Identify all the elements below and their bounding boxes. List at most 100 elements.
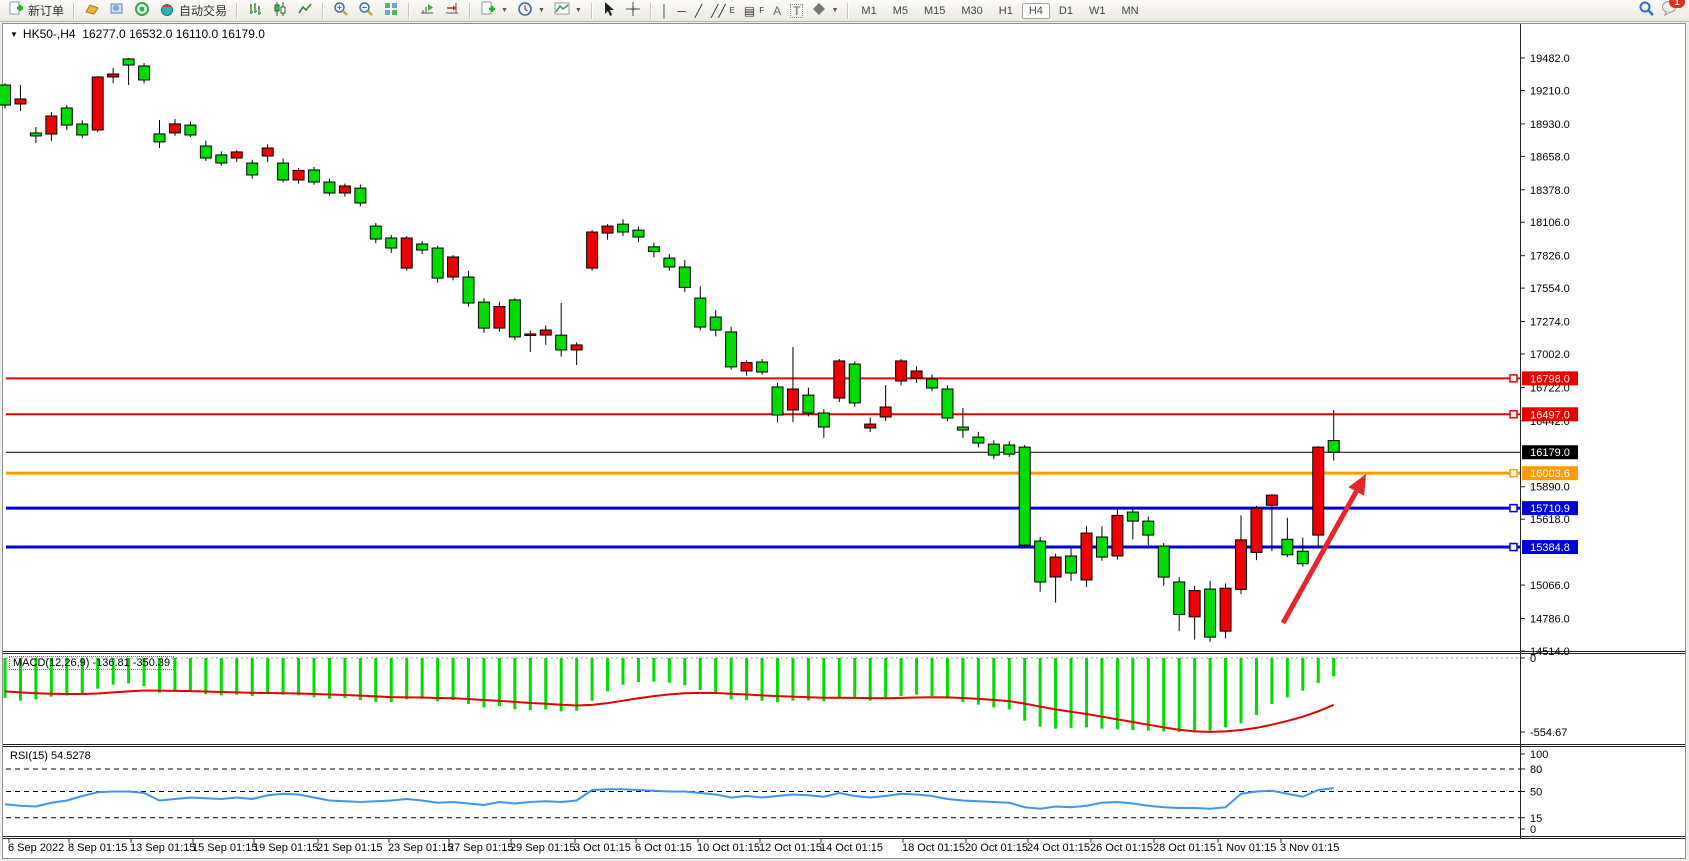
timeframe-D1[interactable]: D1: [1058, 4, 1073, 17]
separator: [73, 2, 76, 19]
label-button[interactable]: T: [786, 1, 807, 21]
axis-tick-label: 17274.0: [1530, 317, 1570, 329]
fibonacci-button[interactable]: ▤ F: [740, 1, 768, 21]
cursor-button[interactable]: [598, 1, 620, 21]
new-chart-button[interactable]: ▼: [476, 1, 512, 21]
toolbar: 新订单 自动交易: [0, 0, 1689, 22]
macd-histogram-bar: [389, 658, 393, 703]
candle-body: [29, 132, 42, 137]
chart-title: ▼ HK50-,H4 16277.0 16532.0 16110.0 16179.…: [10, 27, 265, 41]
macd-histogram-bar: [158, 658, 161, 693]
axis-tick-label: 18106.0: [1530, 217, 1570, 229]
auto-scroll-icon: [419, 1, 435, 20]
vline-button[interactable]: │: [657, 1, 673, 21]
zoom-in-button[interactable]: [329, 1, 353, 21]
tile-windows-button[interactable]: [379, 1, 403, 21]
bar-chart-button[interactable]: [243, 1, 267, 21]
price-label-text: 15710.9: [1530, 503, 1570, 515]
date-label: 13 Sep 01:15: [130, 842, 195, 854]
chart-shift-button[interactable]: [440, 1, 464, 21]
hline-icon: ─: [677, 3, 686, 18]
shapes-button[interactable]: ▼: [808, 1, 842, 21]
period-button[interactable]: ▼: [513, 1, 549, 21]
trend-arrow-head[interactable]: [1348, 474, 1366, 496]
timeframe-M30[interactable]: M30: [961, 4, 983, 17]
profiles-button[interactable]: [80, 1, 104, 21]
text-button[interactable]: A: [769, 1, 785, 21]
candle-body: [1049, 556, 1062, 578]
macd-histogram-bar: [482, 658, 486, 708]
date-label: 6 Oct 01:15: [635, 842, 692, 854]
macd-histogram-bar: [652, 658, 656, 682]
timeframe-H1[interactable]: H1: [998, 4, 1013, 17]
zoom-out-button[interactable]: [354, 1, 378, 21]
candle-body: [369, 225, 382, 240]
macd-histogram-bar: [1270, 658, 1274, 705]
auto-trading-label: 自动交易: [179, 4, 228, 18]
candle-body: [555, 334, 568, 351]
notification-badge: 1: [1669, 0, 1685, 8]
candle-body: [632, 229, 645, 238]
candle-body: [416, 243, 429, 251]
candle-body: [972, 436, 985, 444]
candle-body: [1095, 536, 1108, 558]
macd-histogram-bar: [451, 658, 455, 701]
hline-button[interactable]: ─: [673, 1, 690, 21]
trendline-button[interactable]: ╱: [691, 1, 706, 21]
timeframe-M15[interactable]: M15: [923, 4, 946, 17]
candle-body: [261, 147, 274, 157]
macd-histogram-bar: [219, 658, 223, 696]
macd-histogram-bar: [961, 658, 965, 703]
candle-body: [817, 412, 830, 428]
channel-button[interactable]: ╱╱ E: [707, 1, 739, 21]
chevron-down-icon: ▼: [501, 7, 508, 14]
macd-histogram-bar: [868, 658, 872, 701]
timeframe-H4[interactable]: H4: [1021, 2, 1050, 19]
macd-histogram-bar: [1285, 658, 1289, 698]
macd-indicator-label[interactable]: MACD(12,26,9) -136.81 -350.39: [9, 656, 175, 670]
candlesticks-button[interactable]: [268, 1, 292, 21]
fibonacci-icon: ▤: [743, 3, 756, 18]
terminal-button[interactable]: [130, 1, 154, 21]
zoom-in-icon: [333, 1, 349, 20]
macd-axis-label: 0: [1530, 653, 1536, 665]
search-icon[interactable]: [1638, 0, 1655, 22]
timeframe-M1[interactable]: M1: [861, 4, 877, 17]
separator: [236, 2, 239, 19]
macd-histogram-bar: [544, 658, 548, 710]
level-marker[interactable]: [1509, 468, 1518, 478]
timeframe-W1[interactable]: W1: [1088, 4, 1106, 17]
chevron-down-icon: ▼: [831, 7, 839, 14]
level-marker[interactable]: [1509, 542, 1518, 552]
level-marker[interactable]: [1509, 503, 1518, 513]
date-label: 24 Oct 01:15: [1027, 842, 1090, 854]
macd-histogram-bar: [96, 658, 100, 689]
level-marker[interactable]: [1509, 374, 1518, 383]
indicators-button[interactable]: ▼: [550, 1, 586, 21]
candle-body: [1003, 444, 1016, 455]
timeframe-M5[interactable]: M5: [892, 4, 908, 17]
macd-histogram-bar: [559, 658, 563, 712]
auto-trading-button[interactable]: 自动交易: [155, 1, 231, 21]
chat-button[interactable]: 1: [1661, 0, 1685, 21]
macd-histogram-bar: [621, 658, 625, 685]
trend-arrow-line[interactable]: [1280, 490, 1359, 625]
timeframe-MN[interactable]: MN: [1121, 4, 1139, 17]
navigator-button[interactable]: [105, 1, 129, 21]
shapes-icon: [812, 2, 826, 19]
auto-scroll-button[interactable]: [415, 1, 439, 21]
line-chart-button[interactable]: [293, 1, 317, 21]
macd-histogram-bar: [297, 658, 301, 696]
candle-body: [1296, 550, 1309, 565]
candle-body: [926, 378, 938, 389]
level-marker[interactable]: [1509, 410, 1518, 419]
date-label: 27 Sep 01:15: [448, 842, 513, 854]
bar-chart-icon: [247, 1, 263, 20]
macd-histogram-bar: [636, 658, 640, 683]
crosshair-button[interactable]: [621, 1, 645, 21]
rsi-axis-label: 50: [1530, 787, 1542, 799]
macd-histogram-bar: [1316, 658, 1320, 683]
new-order-button[interactable]: 新订单: [4, 1, 68, 21]
candle-body: [570, 344, 583, 351]
